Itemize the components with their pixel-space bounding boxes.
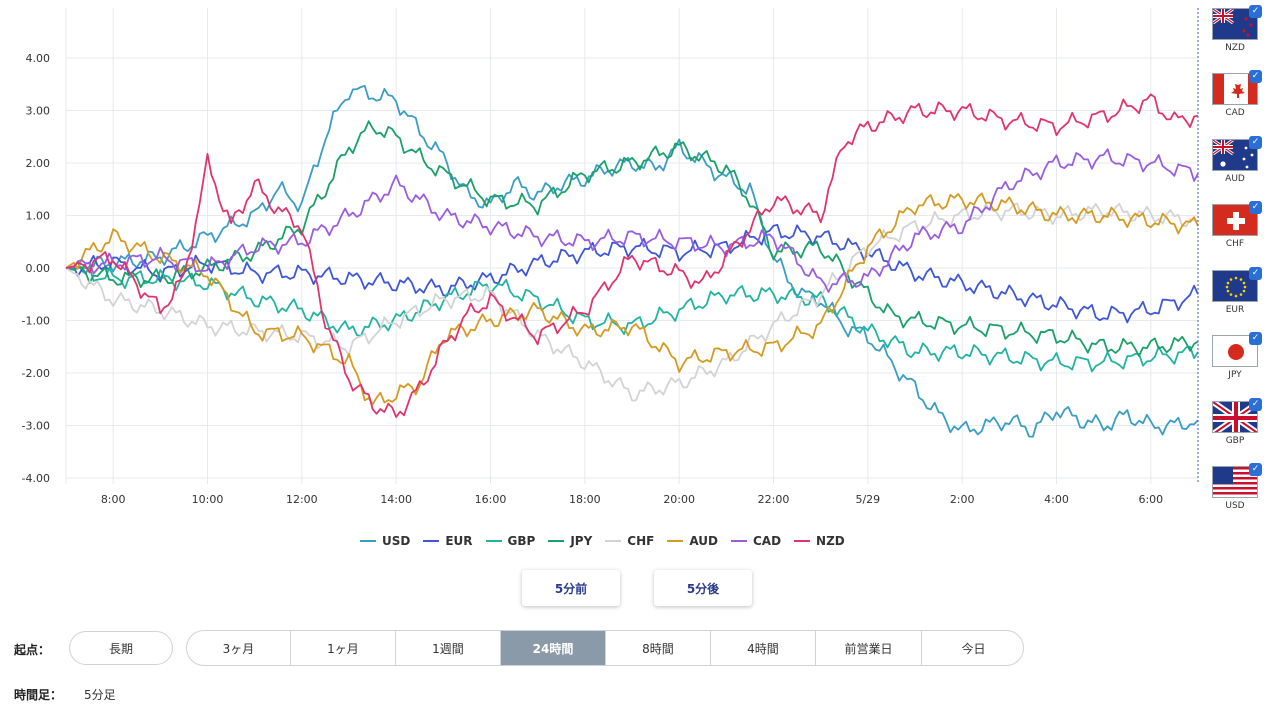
y-tick-label: -4.00 <box>22 472 50 485</box>
range-button-7[interactable]: 今日 <box>961 641 986 656</box>
legend-label: JPY <box>570 534 593 548</box>
currency-toggle-aud[interactable]: ✓ AUD <box>1212 136 1262 201</box>
x-tick-label: 4:00 <box>1044 493 1069 506</box>
range-button-0[interactable]: 3ヶ月 <box>187 631 291 665</box>
checkbox-checked-icon[interactable]: ✓ <box>1249 267 1262 280</box>
legend-item-chf[interactable]: CHF <box>605 534 654 548</box>
canada-flag-icon <box>1212 73 1258 105</box>
x-tick-label: 18:00 <box>569 493 601 506</box>
start-point-label: 起点： <box>14 643 51 657</box>
checkbox-checked-icon[interactable]: ✓ <box>1249 463 1262 476</box>
x-tick-label: 14:00 <box>380 493 412 506</box>
series-line-nzd <box>65 93 1199 418</box>
legend-label: EUR <box>445 534 473 548</box>
series-line-cad <box>65 148 1199 293</box>
x-tick-label: 22:00 <box>758 493 790 506</box>
legend-label: NZD <box>816 534 845 548</box>
x-tick-label: 5/29 <box>855 493 880 506</box>
checkbox-checked-icon[interactable]: ✓ <box>1249 5 1262 18</box>
chart-legend: USD EUR GBP JPY CHF AUD CAD NZD <box>360 532 858 550</box>
series-line-chf <box>65 202 1199 402</box>
range-button-2[interactable]: 1週間 <box>396 631 501 665</box>
y-tick-label: -2.00 <box>22 367 50 380</box>
currency-code-label: CHF <box>1225 239 1245 249</box>
long-term-button[interactable]: 長期 <box>69 631 173 665</box>
legend-label: AUD <box>689 534 718 548</box>
legend-swatch <box>485 540 502 542</box>
currency-code-label: NZD <box>1225 43 1245 53</box>
series-line-usd <box>65 84 1199 438</box>
legend-item-aud[interactable]: AUD <box>667 534 718 548</box>
y-tick-label: 4.00 <box>26 52 51 65</box>
range-button-4[interactable]: 8時間 <box>606 631 711 665</box>
y-tick-label: -3.00 <box>22 420 50 433</box>
switzerland-flag-icon <box>1212 204 1258 236</box>
legend-label: CAD <box>752 534 782 548</box>
legend-item-usd[interactable]: USD <box>360 534 410 548</box>
legend-swatch <box>423 540 440 542</box>
legend-swatch <box>548 540 565 542</box>
currency-toggle-usd[interactable]: ✓ USD <box>1212 463 1262 528</box>
currency-code-label: CAD <box>1225 108 1245 118</box>
checkbox-checked-icon[interactable]: ✓ <box>1249 70 1262 83</box>
timeframe-label: 時間足： <box>14 688 63 702</box>
range-button-6[interactable]: 前営業日 <box>816 631 922 665</box>
y-tick-label: 3.00 <box>26 105 51 118</box>
legend-item-cad[interactable]: CAD <box>730 534 782 548</box>
y-tick-label: 2.00 <box>26 157 51 170</box>
currency-toggle-chf[interactable]: ✓ CHF <box>1212 201 1262 266</box>
currency-code-label: EUR <box>1225 305 1245 315</box>
checkbox-checked-icon[interactable]: ✓ <box>1249 201 1262 214</box>
currency-toggle-cad[interactable]: ✓ CAD <box>1212 70 1262 135</box>
legend-swatch <box>360 540 376 542</box>
y-tick-label: -1.00 <box>22 315 50 328</box>
currency-code-label: AUD <box>1225 174 1245 184</box>
legend-item-nzd[interactable]: NZD <box>794 534 845 548</box>
currency-code-label: USD <box>1225 501 1245 511</box>
checkbox-checked-icon[interactable]: ✓ <box>1249 332 1262 345</box>
currency-toggle-gbp[interactable]: ✓ GBP <box>1212 398 1262 463</box>
currency-toggle-eur[interactable]: ✓ EUR <box>1212 267 1262 332</box>
legend-item-eur[interactable]: EUR <box>423 534 473 548</box>
legend-label: CHF <box>627 534 655 548</box>
currency-toggle-jpy[interactable]: ✓ JPY <box>1212 332 1262 397</box>
series-line-eur <box>65 223 1199 324</box>
next-5min-button[interactable]: 5分後 <box>654 570 752 606</box>
range-button-3[interactable]: 24時間 <box>501 631 606 665</box>
legend-label: GBP <box>507 534 536 548</box>
currency-code-label: JPY <box>1228 370 1242 380</box>
currency-strength-chart: 4.00 3.00 2.00 1.00 0.00 -1.00 -2.00 -3.00 -4.00… <box>22 8 1199 506</box>
legend-item-gbp[interactable]: GBP <box>485 534 536 548</box>
x-tick-label: 2:00 <box>950 493 975 506</box>
x-tick-label: 8:00 <box>101 493 126 506</box>
legend-swatch <box>667 540 684 542</box>
checkbox-checked-icon[interactable]: ✓ <box>1249 136 1262 149</box>
x-tick-label: 16:00 <box>475 493 507 506</box>
y-tick-label: 1.00 <box>26 210 51 223</box>
legend-label: USD <box>382 534 411 548</box>
currency-toggle-nzd[interactable]: ✓ NZD <box>1212 5 1262 70</box>
x-tick-label: 12:00 <box>286 493 318 506</box>
series-line-gbp <box>65 266 1199 373</box>
y-tick-label: 0.00 <box>26 262 51 275</box>
legend-swatch <box>730 540 747 542</box>
x-tick-label: 10:00 <box>192 493 224 506</box>
range-button-1[interactable]: 1ヶ月 <box>291 631 396 665</box>
series-line-aud <box>65 192 1199 406</box>
legend-swatch <box>794 540 811 542</box>
range-button-5[interactable]: 4時間 <box>711 631 816 665</box>
x-tick-label: 6:00 <box>1138 493 1163 506</box>
prev-5min-button[interactable]: 5分前 <box>522 570 620 606</box>
timeframe-value: 5分足 <box>84 688 116 702</box>
legend-item-jpy[interactable]: JPY <box>548 534 592 548</box>
legend-swatch <box>605 540 622 542</box>
x-tick-label: 20:00 <box>663 493 695 506</box>
checkbox-checked-icon[interactable]: ✓ <box>1249 398 1262 411</box>
currency-code-label: GBP <box>1225 436 1245 446</box>
range-selector: 3ヶ月 1ヶ月 1週間 24時間 8時間 4時間 前営業日 今日 <box>186 630 1024 666</box>
